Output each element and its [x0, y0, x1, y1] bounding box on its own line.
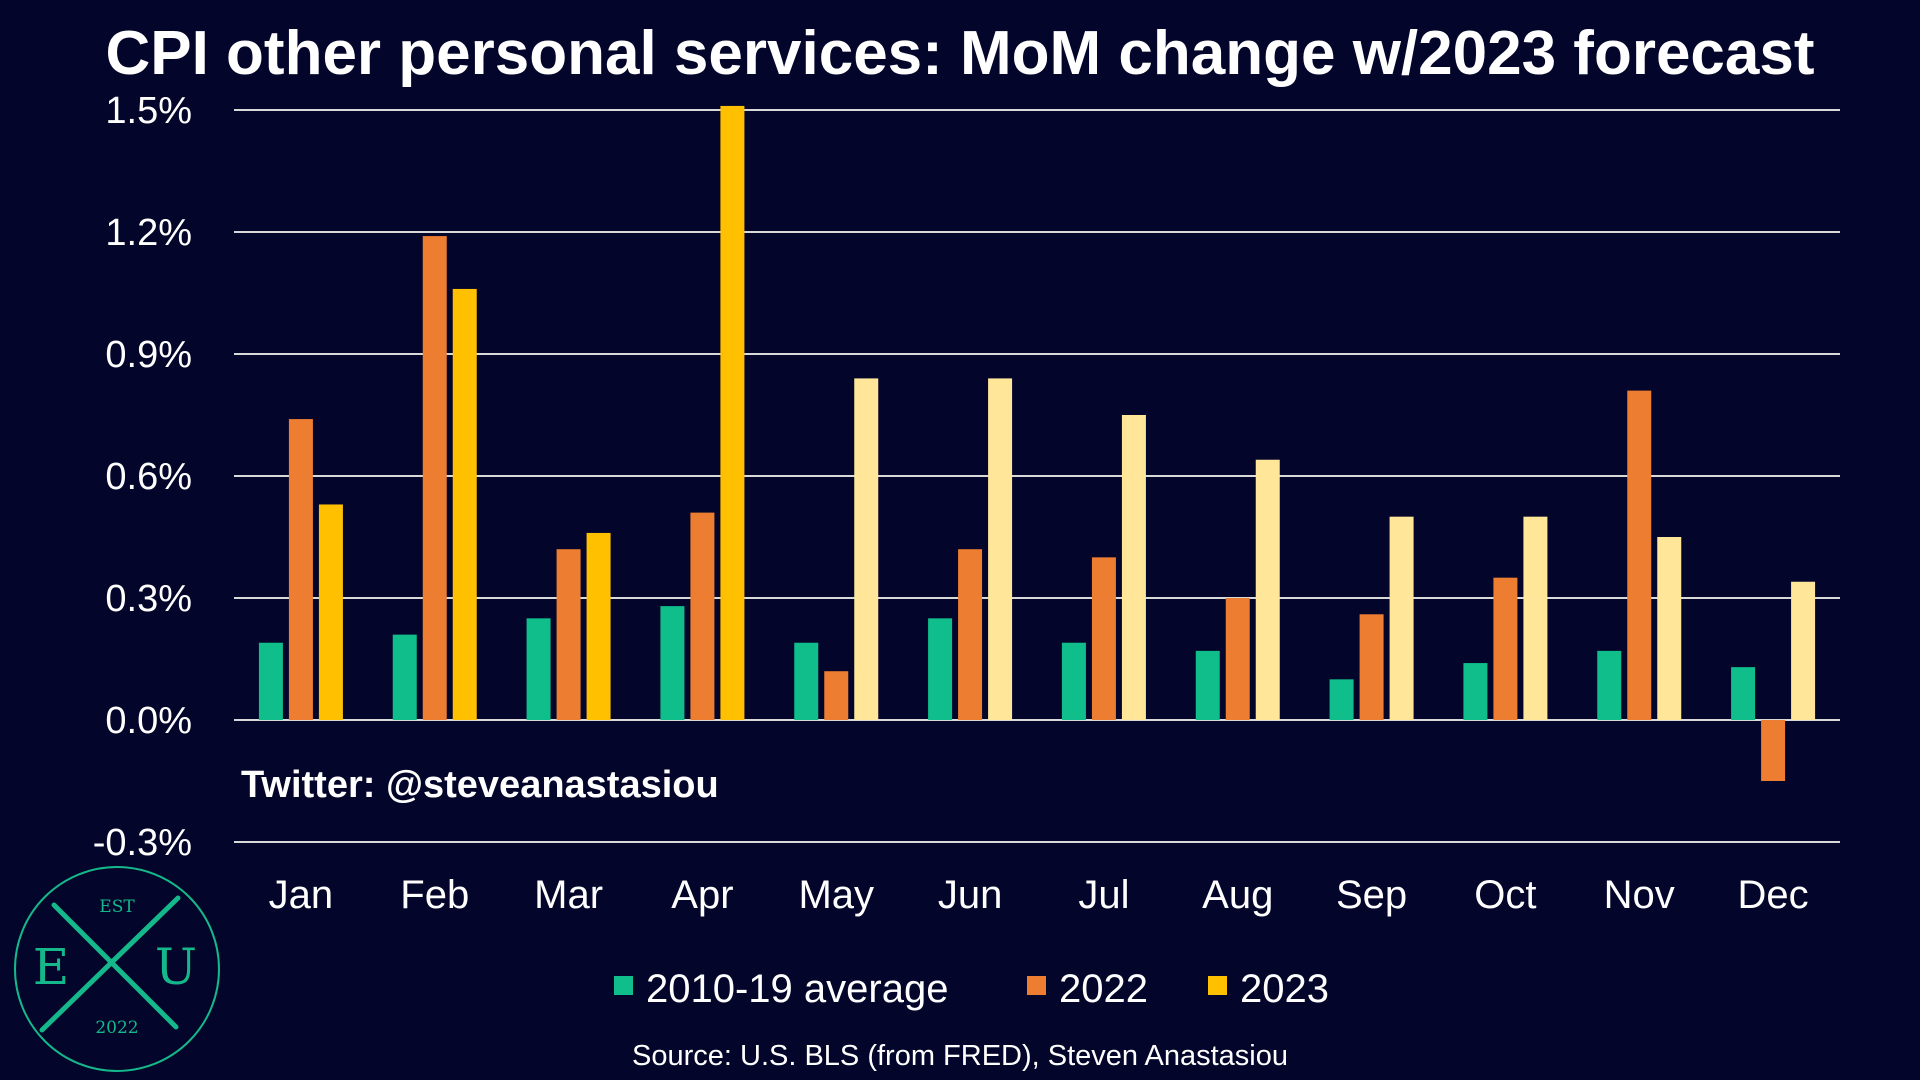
y-tick-label: 1.2%	[105, 212, 192, 254]
logo-ring	[14, 866, 220, 1072]
legend-swatch	[614, 976, 633, 995]
bar-2010-19-average-nov	[1597, 650, 1622, 720]
logo-right-letter: U	[155, 938, 197, 996]
legend-swatch	[1027, 976, 1046, 995]
bar-2010-19-average-aug	[1195, 650, 1220, 720]
x-tick-label: May	[798, 873, 874, 917]
x-tick-label: Jun	[938, 873, 1003, 917]
bar-2023-nov	[1657, 537, 1682, 720]
bar-2022-nov	[1627, 390, 1652, 720]
x-tick-label: Jan	[269, 873, 334, 917]
bar-2023-feb	[452, 288, 477, 720]
x-axis-labels: Jan Feb Mar Apr May Jun Jul Aug Sep Oct Nov Dec	[269, 873, 1809, 917]
bar-2023-jan	[318, 504, 343, 720]
twitter-handle: Twitter: @steveanastasiou	[241, 764, 719, 806]
bar-2010-19-average-feb	[392, 634, 417, 720]
bar-2022-apr	[690, 512, 715, 720]
bar-2023-jul	[1121, 415, 1146, 720]
bar-2023-jun	[988, 378, 1013, 720]
bar-2010-19-average-jan	[258, 642, 283, 720]
source-note: Source: U.S. BLS (from FRED), Steven Ana…	[632, 1040, 1288, 1072]
bar-2022-may	[824, 671, 849, 720]
gridlines	[234, 109, 1840, 843]
bar-2010-19-average-oct	[1463, 663, 1488, 720]
bar-2022-jul	[1091, 557, 1116, 720]
y-tick-label: 0.6%	[105, 456, 192, 498]
y-axis-ticks: 1.5% 1.2% 0.9% 0.6% 0.3% 0.0% -0.3%	[93, 90, 192, 864]
legend-label: 2023	[1240, 967, 1329, 1011]
bar-2022-jun	[958, 549, 983, 720]
bars	[258, 105, 1816, 781]
bar-2023-may	[854, 378, 879, 720]
logo-left-letter: E	[33, 938, 70, 996]
bar-2022-dec	[1761, 720, 1786, 781]
logo-bottom-text: 2022	[95, 1018, 138, 1038]
x-tick-label: Apr	[671, 873, 733, 917]
bar-2010-19-average-may	[794, 642, 819, 720]
bar-2023-oct	[1523, 516, 1548, 720]
x-tick-label: Mar	[534, 873, 603, 917]
bar-2010-19-average-jul	[1061, 642, 1086, 720]
x-tick-label: Jul	[1078, 873, 1129, 917]
bar-2023-aug	[1255, 459, 1280, 720]
bar-2023-apr	[720, 105, 745, 720]
x-tick-label: Sep	[1336, 873, 1407, 917]
x-tick-label: Aug	[1202, 873, 1273, 917]
x-tick-label: Nov	[1604, 873, 1675, 917]
y-tick-label: 0.0%	[105, 700, 192, 742]
x-tick-label: Oct	[1474, 873, 1536, 917]
x-tick-label: Dec	[1738, 873, 1809, 917]
bar-2022-jan	[288, 419, 313, 720]
bar-2010-19-average-dec	[1731, 667, 1756, 720]
bar-2022-mar	[556, 549, 581, 720]
bar-2022-aug	[1225, 598, 1250, 720]
y-tick-label: 1.5%	[105, 90, 192, 132]
bar-2022-feb	[422, 236, 447, 721]
exu-logo: EST E U 2022	[14, 866, 220, 1072]
bar-2023-mar	[586, 532, 611, 720]
bar-2023-dec	[1791, 581, 1816, 720]
chart-title: CPI other personal services: MoM change …	[105, 19, 1814, 88]
bar-2023-sep	[1389, 516, 1414, 720]
logo-top-text: EST	[99, 897, 135, 917]
legend-label: 2010-19 average	[646, 967, 948, 1011]
legend-label: 2022	[1059, 967, 1148, 1011]
bar-2010-19-average-jun	[928, 618, 953, 720]
legend-swatch	[1208, 976, 1227, 995]
logo-cross-stroke-2	[51, 902, 179, 1030]
x-tick-label: Feb	[400, 873, 469, 917]
bar-2022-oct	[1493, 577, 1518, 720]
bar-2010-19-average-mar	[526, 618, 551, 720]
bar-2010-19-average-apr	[660, 606, 685, 720]
y-tick-label: -0.3%	[93, 822, 192, 864]
y-tick-label: 0.3%	[105, 578, 192, 620]
legend: 2010-19 average 2022 2023	[614, 967, 1329, 1011]
y-tick-label: 0.9%	[105, 334, 192, 376]
bar-2022-sep	[1359, 614, 1384, 720]
bar-2010-19-average-sep	[1329, 679, 1354, 720]
